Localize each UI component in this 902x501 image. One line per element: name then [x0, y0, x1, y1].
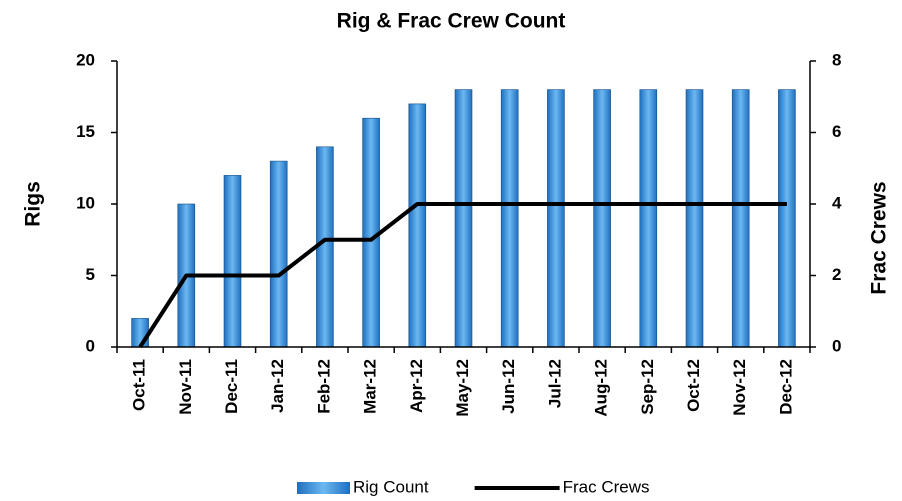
y-tick-label: 15	[76, 122, 95, 141]
y2-tick-label: 0	[832, 336, 841, 355]
y-tick-label: 0	[86, 336, 95, 355]
bar	[500, 89, 519, 348]
bar	[778, 89, 796, 348]
bar	[454, 89, 473, 348]
x-tick-label: Nov-11	[176, 359, 195, 415]
y2-tick-label: 2	[832, 265, 841, 284]
legend-label: Frac Crews	[563, 477, 650, 496]
x-tick-label: Nov-12	[730, 359, 749, 416]
bar	[639, 89, 658, 348]
x-tick-label: Dec-11	[222, 359, 241, 414]
y-tick-label: 20	[76, 50, 95, 69]
bar	[408, 103, 427, 348]
x-tick-label: Apr-12	[407, 359, 426, 413]
x-tick-label: Mar-12	[361, 359, 380, 414]
x-tick-label: Jan-12	[268, 359, 287, 413]
x-tick-label: Aug-12	[592, 359, 611, 417]
x-tick-label: Jun-12	[499, 359, 518, 414]
bar	[593, 89, 611, 348]
chart-title: Rig & Frac Crew Count	[337, 10, 566, 33]
y-axis-label: Rigs	[22, 181, 45, 227]
y2-axis-label: Frac Crews	[868, 181, 891, 294]
bar	[547, 89, 565, 348]
x-tick-label: Sep-12	[638, 359, 657, 415]
x-tick-label: Dec-12	[776, 359, 795, 415]
bar	[223, 175, 242, 348]
y-tick-label: 5	[86, 265, 95, 284]
legend-swatch	[297, 482, 350, 494]
y-tick-label: 10	[76, 193, 95, 212]
bar	[269, 160, 288, 348]
y2-tick-label: 8	[832, 50, 841, 69]
x-tick-label: Jul-12	[545, 359, 564, 408]
bar	[131, 318, 149, 348]
x-tick-label: May-12	[453, 359, 472, 417]
bar	[685, 89, 704, 348]
line	[138, 202, 787, 349]
legend-label: Rig Count	[353, 477, 429, 496]
y2-tick-label: 4	[832, 193, 842, 212]
x-tick-label: Feb-12	[314, 359, 333, 414]
y2-tick-label: 6	[832, 122, 841, 141]
bar	[316, 146, 334, 348]
x-tick-label: Oct-12	[684, 359, 703, 412]
bar	[362, 117, 380, 348]
x-tick-label: Oct-11	[130, 359, 149, 411]
bar	[731, 89, 750, 348]
